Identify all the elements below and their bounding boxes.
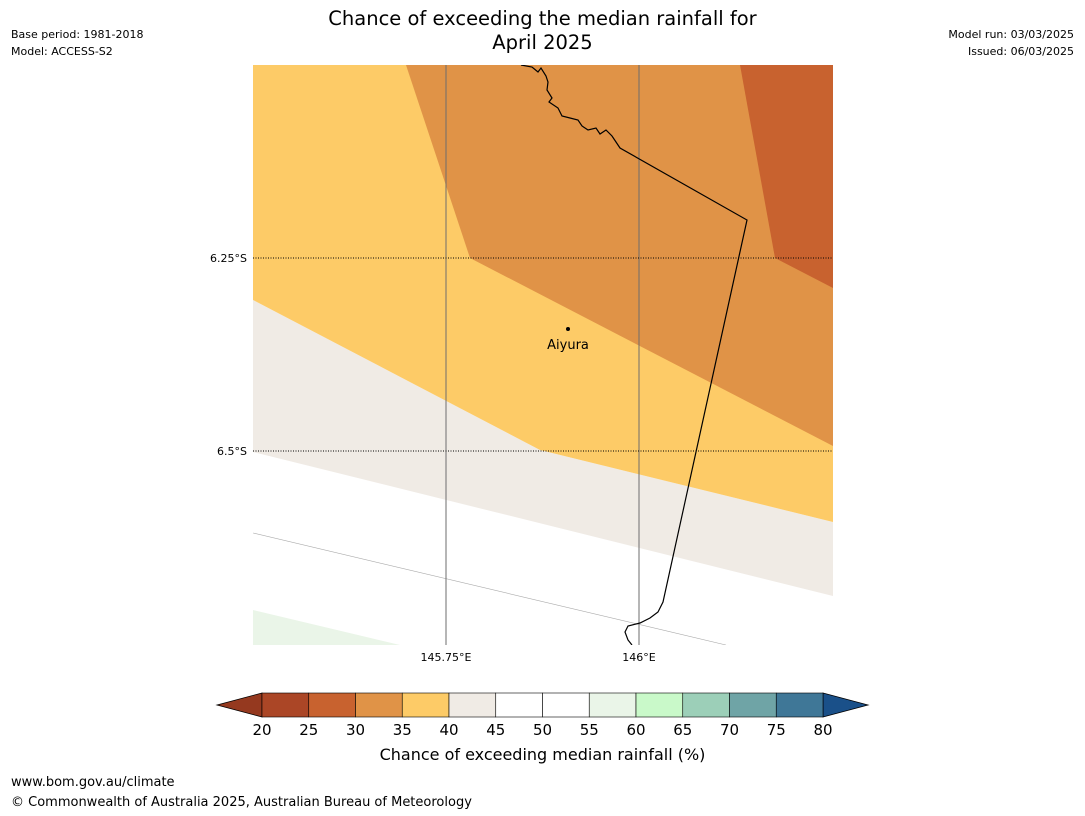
colorbar-segment bbox=[729, 692, 777, 718]
aiyura-point bbox=[566, 327, 570, 331]
colorbar-tick-label: 75 bbox=[767, 721, 786, 739]
colorbar-segment bbox=[448, 692, 497, 718]
lat-label-6-5: 6.5°S bbox=[217, 445, 247, 458]
colorbar-segment bbox=[261, 692, 310, 718]
colorbar-tick-label: 50 bbox=[533, 721, 552, 739]
aiyura-label: Aiyura bbox=[547, 338, 589, 353]
colorbar-tick-label: 55 bbox=[580, 721, 599, 739]
colorbar-segment bbox=[635, 692, 684, 718]
header-right-meta: Model run: 03/03/2025 Issued: 06/03/2025 bbox=[948, 26, 1074, 60]
base-period-text: Base period: 1981-2018 bbox=[11, 28, 144, 41]
colorbar-under-arrow bbox=[215, 692, 263, 718]
lon-label-145-75: 145.75°E bbox=[421, 651, 472, 664]
colorbar-tick-label: 70 bbox=[720, 721, 739, 739]
colorbar: 20 25 30 35 40 45 50 55 60 65 70 75 80 bbox=[215, 692, 870, 739]
aiyura-marker: Aiyura bbox=[547, 327, 589, 353]
lon-label-146: 146°E bbox=[622, 651, 655, 664]
colorbar-tick-label: 65 bbox=[673, 721, 692, 739]
colorbar-tick-label: 40 bbox=[439, 721, 458, 739]
colorbar-tick-label: 45 bbox=[486, 721, 505, 739]
colorbar-tick-label: 25 bbox=[299, 721, 318, 739]
province-border bbox=[520, 65, 748, 645]
colorbar-segment bbox=[682, 692, 730, 718]
colorbar-segment bbox=[588, 692, 637, 718]
header-left-meta: Base period: 1981-2018 Model: ACCESS-S2 bbox=[11, 26, 143, 60]
title-line-1: Chance of exceeding the median rainfall … bbox=[328, 7, 757, 30]
lat-label-6-25: 6.25°S bbox=[210, 252, 247, 265]
colorbar-tick-label: 20 bbox=[252, 721, 271, 739]
region-40-45 bbox=[253, 300, 833, 596]
region-55-60 bbox=[253, 610, 400, 645]
colorbar-over-arrow bbox=[822, 692, 870, 718]
map-area bbox=[253, 65, 833, 645]
colorbar-segment bbox=[308, 692, 356, 718]
colorbar-segment bbox=[495, 692, 543, 718]
title-line-2: April 2025 bbox=[492, 31, 593, 54]
colorbar-tick-label: 80 bbox=[813, 721, 832, 739]
colorbar-segment bbox=[775, 692, 824, 718]
colorbar-segment bbox=[355, 692, 403, 718]
issued-text: Issued: 06/03/2025 bbox=[967, 45, 1074, 58]
colorbar-segment bbox=[542, 692, 590, 718]
region-30-35 bbox=[406, 65, 833, 446]
contour-line bbox=[253, 532, 727, 645]
map-title: Chance of exceeding the median rainfall … bbox=[0, 7, 1085, 55]
model-run-text: Model run: 03/03/2025 bbox=[948, 28, 1074, 41]
colorbar-tick-label: 60 bbox=[626, 721, 645, 739]
model-text: Model: ACCESS-S2 bbox=[11, 45, 113, 58]
region-25-30 bbox=[740, 65, 833, 288]
colorbar-tick-label: 35 bbox=[393, 721, 412, 739]
colorbar-tick-label: 30 bbox=[346, 721, 365, 739]
footer-copyright: © Commonwealth of Australia 2025, Austra… bbox=[11, 795, 472, 810]
footer-url: www.bom.gov.au/climate bbox=[11, 775, 175, 790]
colorbar-label: Chance of exceeding median rainfall (%) bbox=[379, 745, 706, 764]
colorbar-segment bbox=[401, 692, 450, 718]
